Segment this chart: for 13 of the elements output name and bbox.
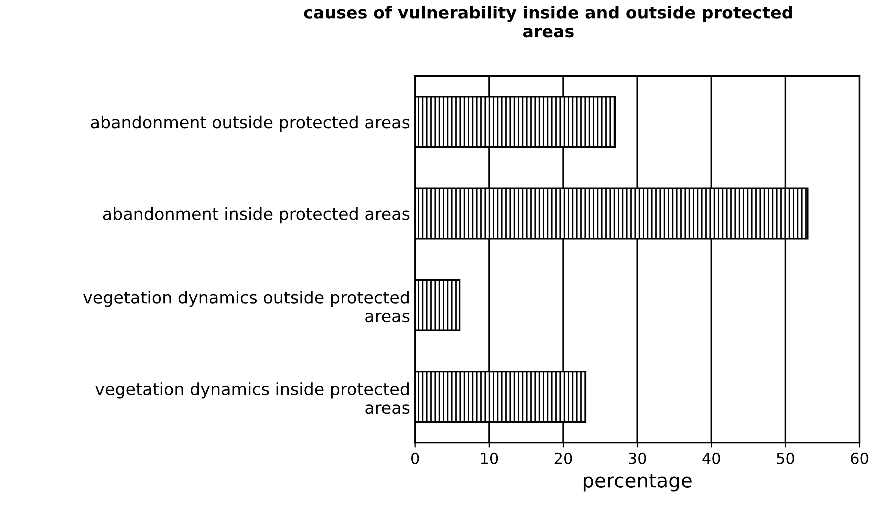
x-tick-label: 40	[702, 452, 720, 464]
x-tick-label: 50	[777, 452, 794, 464]
x-tick-label: 0	[412, 452, 420, 464]
x-tick-label: 60	[851, 452, 868, 464]
y-tick-label: abandonment inside protected areas	[103, 207, 410, 224]
chart-title: causes of vulnerability inside and outside protected areas	[304, 6, 792, 38]
x-tick-label: 30	[629, 452, 646, 464]
y-tick-label: vegetation dynamics outside protected areas	[84, 291, 410, 323]
y-tick-label: vegetation dynamics inside protected areas	[96, 382, 410, 414]
y-tick-label: abandonment outside protected areas	[91, 116, 410, 132]
x-axis-title: percentage	[584, 474, 692, 492]
x-tick-label: 20	[554, 452, 572, 464]
x-tick-label: 10	[481, 452, 498, 464]
